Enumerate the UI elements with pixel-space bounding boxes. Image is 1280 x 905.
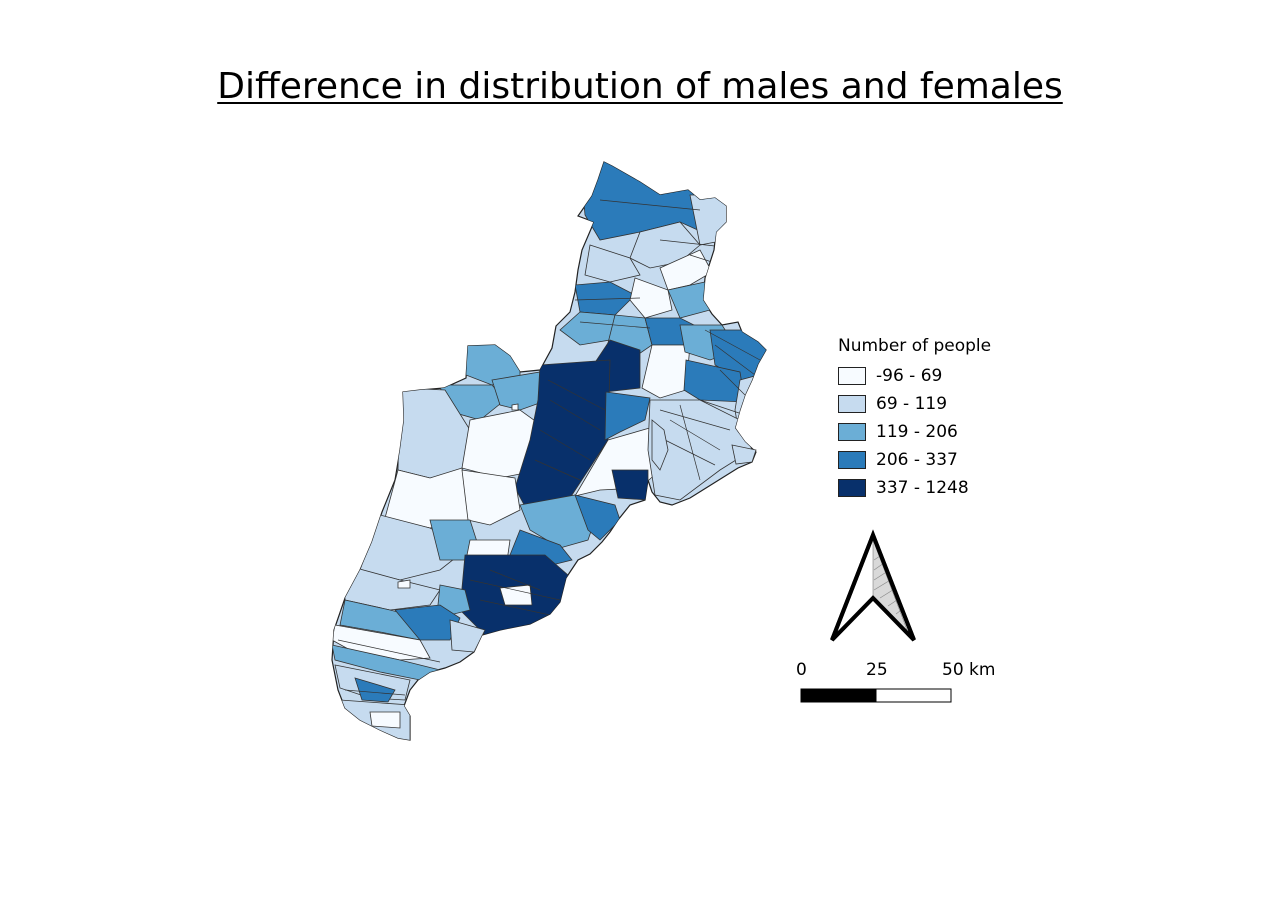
legend-item: 206 - 337 (838, 446, 991, 474)
map-title-text: Difference in distribution of males and … (217, 66, 1063, 107)
legend-swatch (838, 395, 866, 413)
district (559, 311, 616, 346)
district (647, 399, 753, 501)
legend-label: 206 - 337 (876, 450, 958, 470)
legend-item: -96 - 69 (838, 362, 991, 390)
legend-item: 337 - 1248 (838, 474, 991, 502)
legend-swatch (838, 367, 866, 385)
legend-label: 69 - 119 (876, 394, 948, 414)
district (449, 619, 486, 653)
district (461, 469, 521, 526)
map-title: Difference in distribution of males and … (0, 66, 1280, 107)
legend-item: 119 - 206 (838, 418, 991, 446)
districts (332, 162, 766, 740)
legend-swatch (838, 423, 866, 441)
scale-bar (800, 688, 952, 703)
district (369, 711, 401, 729)
district (354, 677, 396, 703)
scale-label-25: 25 (866, 660, 888, 680)
legend-title: Number of people (838, 336, 992, 356)
district (384, 467, 471, 529)
district (574, 281, 636, 316)
scale-label-50: 50 km (942, 660, 996, 680)
district (683, 359, 746, 403)
district (491, 371, 549, 411)
district (629, 277, 673, 319)
scale-label-0: 0 (796, 660, 807, 680)
legend-swatch (838, 451, 866, 469)
north-arrow-icon (830, 529, 916, 642)
district (584, 244, 641, 283)
district (574, 494, 621, 541)
legend-label: 337 - 1248 (876, 478, 969, 498)
legend-item: 69 - 119 (838, 390, 991, 418)
district (604, 391, 651, 441)
district (499, 584, 533, 606)
legend-label: 119 - 206 (876, 422, 958, 442)
district (659, 249, 713, 291)
district (611, 469, 649, 501)
legend: Number of people -96 - 69 69 - 119 119 -… (838, 336, 991, 502)
district (437, 584, 471, 616)
legend-label: -96 - 69 (876, 366, 943, 386)
legend-swatch (838, 479, 866, 497)
